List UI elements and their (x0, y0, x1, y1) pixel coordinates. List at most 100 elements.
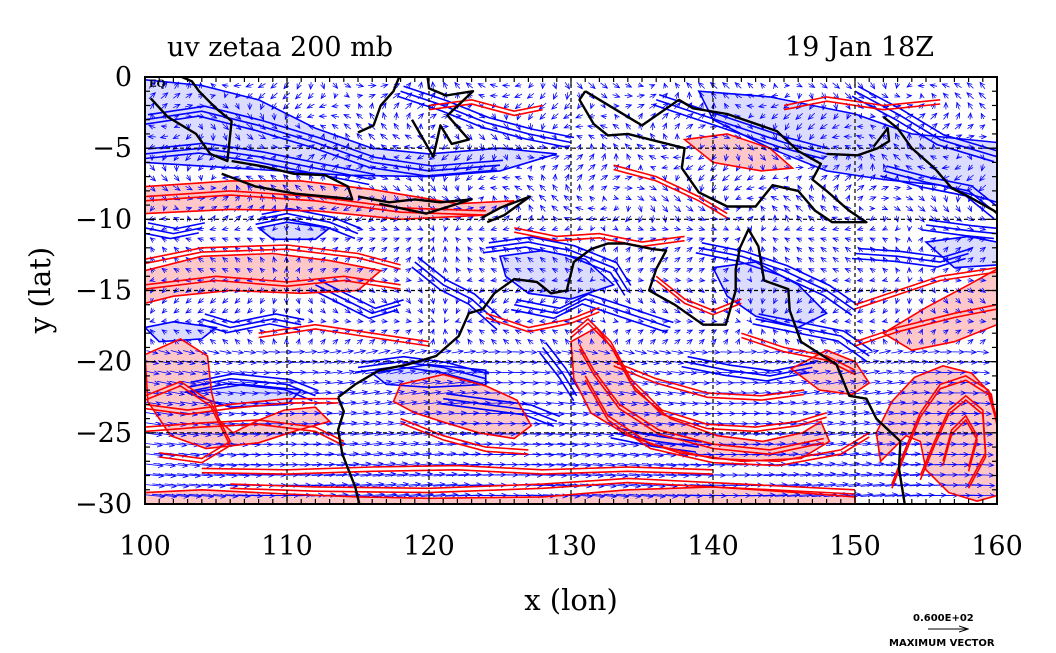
wind-vector-195 (836, 474, 860, 477)
wind-vector-83 (311, 485, 335, 486)
wind-vector-284 (239, 454, 260, 455)
wind-vector-2773 (311, 82, 312, 89)
y-tick-label-25: −25 (75, 418, 132, 449)
wind-vector-464 (753, 433, 772, 434)
wind-vector-22 (408, 494, 433, 497)
wind-vector-282 (214, 454, 236, 456)
wind-vector-510 (472, 423, 491, 424)
x-tick-label-130: 130 (545, 531, 597, 562)
y-tick-label-10: −10 (75, 204, 132, 235)
wind-vector-102 (543, 484, 567, 486)
wind-vector-334 (849, 453, 871, 456)
wind-vector-422 (240, 433, 259, 434)
wind-vector-70 (152, 484, 176, 487)
wind-vector-36 (579, 494, 604, 496)
wind-vector-501 (362, 423, 381, 426)
wind-vector-566 (314, 413, 332, 414)
wind-vector-559 (228, 413, 246, 415)
wind-vector-210 (177, 463, 200, 466)
wind-vector-420 (215, 433, 235, 435)
wind-vector-141 (177, 474, 200, 477)
wind-vector-7 (225, 495, 250, 497)
wind-vector-293 (349, 453, 370, 455)
wind-vector-404 (862, 443, 883, 445)
wind-vector-2792 (543, 82, 544, 89)
wind-vector-26 (457, 495, 482, 496)
wind-vector-221 (312, 464, 334, 465)
positive-region-2 (571, 327, 830, 462)
wind-vector-239 (531, 464, 554, 465)
wind-vector-401 (825, 443, 846, 446)
wind-vector-2 (164, 494, 189, 497)
wind-vector-238 (519, 464, 542, 465)
wind-vector-132 (909, 485, 934, 486)
wind-vector-206 (971, 475, 994, 476)
wind-vector-61 (884, 495, 910, 497)
wind-vector-0 (145, 494, 165, 497)
wind-vector-516 (545, 423, 564, 425)
wind-vector-226 (373, 463, 395, 466)
wind-vector-1 (151, 494, 177, 497)
wind-vector-281 (202, 453, 224, 455)
wind-vector-344 (971, 454, 993, 455)
wind-vector-451 (594, 433, 613, 436)
wind-vector-403 (850, 443, 870, 446)
wind-vector-215 (238, 464, 261, 465)
wind-vector-50 (750, 495, 775, 496)
wind-vector-243 (580, 464, 603, 466)
wind-vector-298 (410, 453, 431, 456)
wind-vector-62 (896, 495, 922, 497)
wind-vector-240 (544, 464, 566, 466)
wind-vector-95 (457, 485, 482, 486)
max-vector-legend: 0.600E+02 MAXIMUM VECTOR (889, 613, 995, 649)
wind-vector-225 (360, 464, 383, 466)
x-tick-label-120: 120 (403, 531, 455, 562)
wind-vector-163 (445, 474, 469, 476)
wind-vector-114 (689, 485, 714, 486)
wind-vector-346 (154, 443, 174, 446)
wind-vector-551 (973, 423, 992, 424)
wind-vector-94 (445, 484, 470, 486)
wind-vector-200 (897, 474, 921, 476)
wind-vector-179 (641, 474, 664, 476)
wind-vector-329 (788, 453, 810, 455)
wind-vector-161 (421, 474, 445, 476)
wind-vector-458 (679, 433, 699, 435)
wind-vector-507 (436, 423, 454, 425)
wind-vector-90 (396, 484, 421, 487)
wind-vector-553 (155, 412, 173, 415)
wind-vector-251 (678, 464, 701, 466)
wind-vector-502 (375, 422, 393, 425)
wind-vector-463 (740, 434, 760, 435)
wind-vector-138 (145, 474, 164, 477)
wind-vector-558 (216, 412, 234, 414)
wind-vector-265 (849, 463, 872, 466)
x-tick-label-160: 160 (971, 531, 1023, 562)
wind-vector-88 (372, 484, 396, 487)
wind-vector-328 (776, 454, 798, 456)
wind-vector-533 (753, 423, 772, 424)
wind-vector-152 (311, 474, 335, 475)
wind-vector-347 (166, 443, 187, 446)
x-tick-label-140: 140 (687, 531, 739, 562)
wind-vector-190 (775, 474, 799, 476)
wind-vector-569 (351, 412, 368, 414)
wind-vector-187 (739, 475, 762, 476)
wind-vector-309 (544, 454, 566, 456)
wind-vector-1856 (909, 227, 910, 231)
wind-vector-19 (371, 494, 397, 497)
wind-vector-430 (337, 433, 357, 435)
wind-vector-127 (848, 484, 873, 487)
wind-vector-302 (459, 454, 480, 455)
wind-vector-44 (677, 495, 702, 497)
wind-vector-378 (545, 443, 565, 445)
y-tick-label-30: −30 (75, 489, 132, 520)
wind-vector-450 (582, 433, 601, 436)
wind-vector-145 (226, 474, 249, 476)
wind-vector-92 (421, 484, 445, 486)
wind-vector-216 (251, 464, 273, 465)
wind-vector-69 (145, 484, 164, 486)
wind-vector-539 (826, 422, 845, 425)
wind-vector-523 (631, 422, 650, 425)
wind-vector-196 (848, 474, 872, 477)
